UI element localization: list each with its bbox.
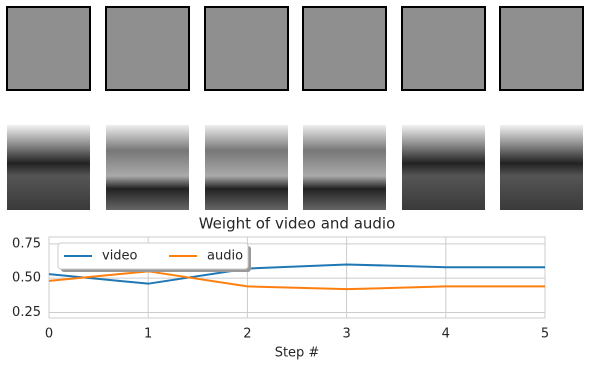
frame	[401, 6, 486, 91]
frame	[204, 6, 289, 91]
spectrogram	[106, 125, 189, 210]
data-line	[48, 263, 545, 285]
x-tick-label: 4	[442, 327, 450, 342]
spectrogram	[7, 125, 90, 210]
x-tick-label: 1	[144, 327, 152, 342]
video-frames	[6, 6, 584, 91]
spectrograms	[7, 125, 583, 210]
x-tick-label: 5	[541, 327, 549, 342]
x-tick-label: 2	[243, 327, 251, 342]
data-line	[48, 270, 545, 291]
legend-label: audio	[207, 249, 243, 264]
spectrogram	[303, 125, 386, 210]
x-tick-label: 3	[342, 327, 350, 342]
x-axis-label: Step #	[275, 346, 320, 361]
spectrogram	[402, 125, 485, 210]
legend-label: video	[102, 249, 138, 264]
y-tick-label: 0.50	[12, 271, 41, 286]
spectrogram	[500, 125, 583, 210]
chart-title: Weight of video and audio	[199, 215, 396, 233]
spectrogram	[205, 125, 288, 210]
frame	[302, 6, 387, 91]
legend	[57, 242, 249, 270]
frame	[6, 6, 91, 91]
x-tick-label: 0	[45, 327, 53, 342]
y-tick-label: 0.75	[12, 236, 41, 251]
frame	[105, 6, 190, 91]
frame	[499, 6, 584, 91]
line-chart: Weight of video and audio Step # 0.25 0.5…	[12, 215, 549, 361]
y-tick-label: 0.25	[12, 305, 41, 320]
